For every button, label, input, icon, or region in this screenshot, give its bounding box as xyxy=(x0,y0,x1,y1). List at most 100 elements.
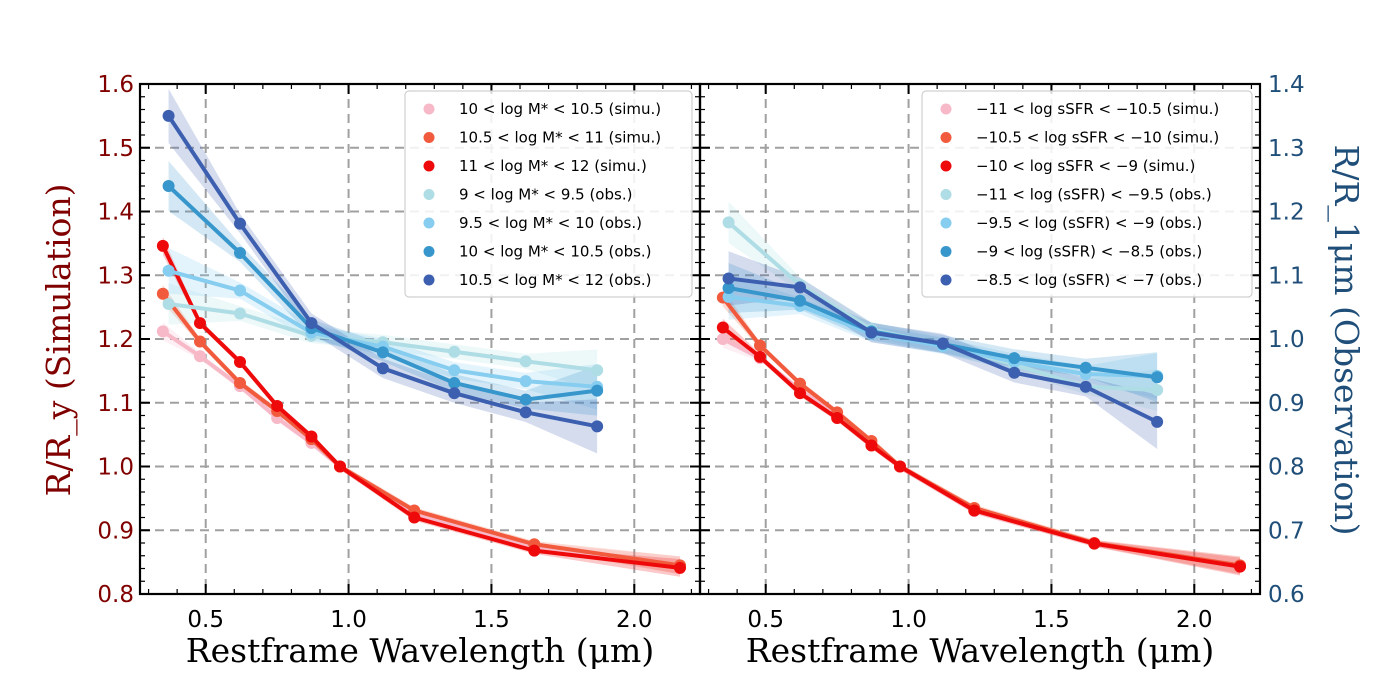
data-point: −9 < log (sSFR) < −8.5 (obs.): (0.62, 1.… xyxy=(794,294,806,307)
data-point: 11 < log M* < 12 (simu.): (1.65, 0.868) xyxy=(528,544,541,557)
legend: −11 < log sSFR < −10.5 (simu.) −10.5 < lo… xyxy=(921,90,1253,298)
left-panel: 0.5 1.0 1.5 2.0 0.8 0.9 1.0 1.1 1.2 1.3 1.4 1.5 1.6 1… xyxy=(97,72,702,633)
y-tick-label-right: 0.6 xyxy=(1268,582,1305,608)
legend-marker xyxy=(423,274,435,286)
legend-marker xyxy=(423,103,435,115)
data-point: −8.5 < log (sSFR) < −7 (obs.): (0.37, 1.… xyxy=(722,272,735,285)
legend-marker xyxy=(423,246,435,257)
data-point: 11 < log M* < 12 (simu.): (0.75, 1.095) xyxy=(271,399,284,412)
data-point: −8.5 < log (sSFR) < −7 (obs.): (1.87, 0.… xyxy=(1151,415,1164,428)
x-tick-label: 2.0 xyxy=(616,607,653,633)
data-point: −10.5 < log sSFR < −10 (simu.): (0.62, 1… xyxy=(794,377,806,390)
legend-entry: 9.5 < log M* < 10 (obs.) xyxy=(459,214,642,232)
legend-entry: −10 < log sSFR < −9 (simu.) xyxy=(976,157,1195,175)
series-simu-2: −10 < log sSFR < −9 (simu.): (0.35, 1.21… xyxy=(716,321,1246,573)
data-point: 10 < log M* < 10.5 (obs.): (1.37, 0.931) xyxy=(448,376,461,389)
data-point: −8.5 < log (sSFR) < −7 (obs.): (1.12, 0.… xyxy=(936,337,949,350)
y-axis-title-left: R/R_y (Simulation) xyxy=(39,183,79,496)
legend-entry: 10.5 < log M* < 11 (simu.) xyxy=(459,129,661,147)
data-point: −10 < log sSFR < −9 (simu.): (2.16, 0.84… xyxy=(1234,560,1246,573)
data-point: 10 < log M* < 10.5 (obs.): (1.87, 0.919) xyxy=(591,384,604,397)
data-point: 11 < log M* < 12 (simu.): (1.23, 0.92) xyxy=(408,511,421,524)
legend-marker xyxy=(423,132,435,143)
legend-entry: −11 < log (sSFR) < −9.5 (obs.) xyxy=(976,186,1212,204)
data-point: 10 < log M* < 10.5 (simu.): (0.35, 1.212… xyxy=(156,325,169,338)
data-point: −11 < log (sSFR) < −9.5 (obs.): (1.87, 0… xyxy=(1151,384,1164,396)
y-tick-label-right: 1.3 xyxy=(1268,136,1305,162)
legend-entry: 10.5 < log M* < 12 (obs.) xyxy=(459,271,652,289)
series-line xyxy=(720,295,1242,568)
legend-marker xyxy=(940,132,952,143)
data-point: −9 < log (sSFR) < −8.5 (obs.): (1.37, 0.… xyxy=(1008,352,1021,365)
data-point: −10 < log sSFR < −9 (simu.): (0.97, 1) xyxy=(894,460,906,473)
data-point: 11 < log M* < 12 (simu.): (0.48, 1.225) xyxy=(194,317,206,330)
legend-entry: 11 < log M* < 12 (simu.) xyxy=(459,157,647,175)
legend-frame xyxy=(404,90,693,298)
data-point: −10 < log sSFR < −9 (simu.): (0.62, 1.11… xyxy=(794,387,806,400)
data-point: 10.5 < log M* < 12 (obs.): (0.62, 1.181) xyxy=(234,217,246,230)
data-point: 9.5 < log M* < 10 (obs.): (1.62, 0.934) xyxy=(519,375,532,388)
y-tick-label-right: 1.0 xyxy=(1268,327,1305,353)
y-tick-label-left: 1.5 xyxy=(97,136,134,162)
legend: 10 < log M* < 10.5 (simu.) 10.5 < log M* … xyxy=(404,90,693,298)
y-tick-label-left: 1.1 xyxy=(97,391,134,417)
data-point: 10 < log M* < 10.5 (obs.): (1.62, 0.905) xyxy=(519,393,532,406)
legend-marker xyxy=(940,160,952,172)
data-point: 11 < log M* < 12 (simu.): (0.87, 1.047) xyxy=(305,430,318,443)
uncertainty-band xyxy=(722,288,1240,575)
y-tick-label-right: 1.1 xyxy=(1268,263,1305,289)
y-tick-label-left: 0.8 xyxy=(97,582,134,608)
data-point: −10 < log sSFR < −9 (simu.): (1.65, 0.87… xyxy=(1088,537,1101,550)
data-point: 9 < log M* < 9.5 (obs.): (1.37, 0.98) xyxy=(448,345,461,358)
x-axis-title: Restframe Wavelength (μm) xyxy=(186,631,654,670)
x-axis-title: Restframe Wavelength (μm) xyxy=(746,631,1214,670)
uncertainty-band xyxy=(162,284,680,575)
x-tick-label: 2.0 xyxy=(1176,607,1213,633)
uncertainty-band xyxy=(168,247,598,410)
legend-marker xyxy=(423,217,435,229)
data-point: −10.5 < log sSFR < −10 (simu.): (0.48, 1… xyxy=(754,339,766,352)
y-axis-title-right: R/R_1μm (Observation) xyxy=(1326,145,1366,536)
y-tick-label-left: 0.9 xyxy=(97,518,134,544)
data-point: −9 < log (sSFR) < −8.5 (obs.): (1.87, 0.… xyxy=(1151,371,1164,384)
data-point: −10 < log sSFR < −9 (simu.): (0.35, 1.21… xyxy=(716,321,729,334)
y-tick-label-left: 1.2 xyxy=(97,327,134,353)
legend-marker xyxy=(423,160,435,172)
legend-entry: 10 < log M* < 10.5 (simu.) xyxy=(459,100,661,118)
data-point: 9.5 < log M* < 10 (obs.): (0.37, 1.107) xyxy=(162,264,175,277)
data-point: −9.5 < log (sSFR) < −9 (obs.): (0.37, 1.… xyxy=(722,290,735,303)
data-point: 9 < log M* < 9.5 (obs.): (1.87, 0.951) xyxy=(591,364,604,377)
data-point: 10.5 < log M* < 11 (simu.): (0.62, 1.131… xyxy=(234,376,246,389)
data-point: 10.5 < log M* < 12 (obs.): (1.87, 0.863) xyxy=(591,420,604,433)
data-point: 9 < log M* < 9.5 (obs.): (1.62, 0.965) xyxy=(519,355,532,368)
y-tick-label-right: 0.7 xyxy=(1268,518,1305,544)
data-point: 9 < log M* < 9.5 (obs.): (0.62, 1.04) xyxy=(234,307,246,320)
legend-entry: −10.5 < log sSFR < −10 (simu.) xyxy=(976,129,1219,147)
data-point: −10 < log sSFR < −9 (simu.): (0.87, 1.03… xyxy=(865,439,878,452)
x-tick-label: 1.5 xyxy=(473,607,510,633)
data-point: 10.5 < log M* < 12 (obs.): (0.87, 1.025) xyxy=(305,317,318,330)
axis-titles: Restframe Wavelength (μm) Restframe Wavel… xyxy=(39,145,1366,670)
x-tick-label: 0.5 xyxy=(747,607,784,633)
series-simu-2: 11 < log M* < 12 (simu.): (0.35, 1.346) 1… xyxy=(156,239,686,574)
y-tick-label-left: 1.6 xyxy=(97,72,134,98)
series-obs-6: 10.5 < log M* < 12 (obs.): (0.37, 1.35) 1… xyxy=(162,109,604,433)
data-point: −9 < log (sSFR) < −8.5 (obs.): (1.62, 0.… xyxy=(1079,361,1092,374)
data-point: 10.5 < log M* < 12 (obs.): (1.12, 0.954) xyxy=(376,362,389,375)
data-point: −10 < log sSFR < −9 (simu.): (1.23, 0.93… xyxy=(968,504,981,517)
data-point: −8.5 < log (sSFR) < −7 (obs.): (0.87, 1.… xyxy=(865,326,878,339)
legend-frame xyxy=(921,90,1253,298)
data-point: 11 < log M* < 12 (simu.): (0.35, 1.346) xyxy=(156,239,169,252)
data-point: −8.5 < log (sSFR) < −7 (obs.): (1.62, 0.… xyxy=(1079,380,1092,393)
legend-entry: −9 < log (sSFR) < −8.5 (obs.) xyxy=(976,243,1202,261)
data-point: 11 < log M* < 12 (simu.): (2.16, 0.841) xyxy=(674,561,686,574)
legend-marker xyxy=(940,246,952,257)
series-simu-1: 10.5 < log M* < 11 (simu.): (0.35, 1.271… xyxy=(156,287,686,572)
data-point: −8.5 < log (sSFR) < −7 (obs.): (1.37, 0.… xyxy=(1008,366,1021,379)
legend-marker xyxy=(940,189,952,200)
series-obs-6: −8.5 < log (sSFR) < −7 (obs.): (0.37, 1.… xyxy=(722,272,1164,428)
x-tick-label: 1.5 xyxy=(1033,607,1070,633)
data-point: −10 < log sSFR < −9 (simu.): (0.75, 1.07… xyxy=(831,412,844,425)
data-point: 10 < log M* < 10.5 (simu.): (0.48, 1.173… xyxy=(194,350,206,363)
